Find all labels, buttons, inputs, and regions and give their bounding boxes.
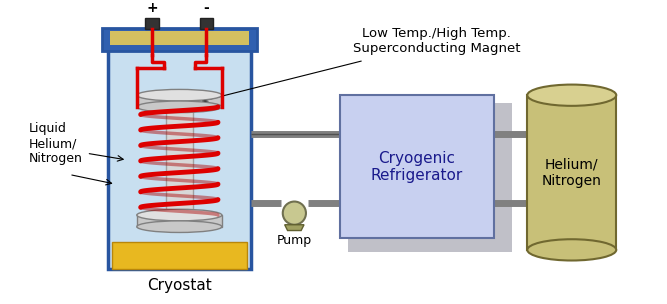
- FancyBboxPatch shape: [102, 28, 257, 51]
- FancyBboxPatch shape: [111, 242, 247, 269]
- Bar: [199, 18, 213, 29]
- Text: -: -: [203, 1, 209, 15]
- Ellipse shape: [137, 89, 222, 101]
- Bar: [166, 107, 193, 215]
- Bar: [137, 95, 222, 107]
- Ellipse shape: [528, 85, 616, 106]
- FancyBboxPatch shape: [108, 37, 251, 269]
- Text: Cryostat: Cryostat: [147, 278, 211, 293]
- Text: +: +: [147, 1, 158, 15]
- Text: Low Temp./High Temp.
Superconducting Magnet: Low Temp./High Temp. Superconducting Mag…: [353, 27, 520, 55]
- Circle shape: [283, 202, 306, 225]
- Polygon shape: [285, 225, 304, 230]
- Text: Liquid
Helium/
Nitrogen: Liquid Helium/ Nitrogen: [29, 122, 83, 165]
- Text: Helium/
Nitrogen: Helium/ Nitrogen: [542, 157, 602, 188]
- FancyBboxPatch shape: [340, 95, 494, 238]
- Text: Cryogenic
Refrigerator: Cryogenic Refrigerator: [371, 150, 464, 183]
- Ellipse shape: [137, 101, 222, 112]
- Bar: [528, 95, 616, 250]
- Ellipse shape: [137, 209, 222, 221]
- Text: Pump: Pump: [277, 234, 312, 247]
- Ellipse shape: [137, 221, 222, 233]
- Ellipse shape: [528, 239, 616, 261]
- Bar: [145, 18, 159, 29]
- FancyBboxPatch shape: [110, 31, 249, 45]
- Bar: [137, 215, 222, 227]
- FancyBboxPatch shape: [348, 103, 512, 252]
